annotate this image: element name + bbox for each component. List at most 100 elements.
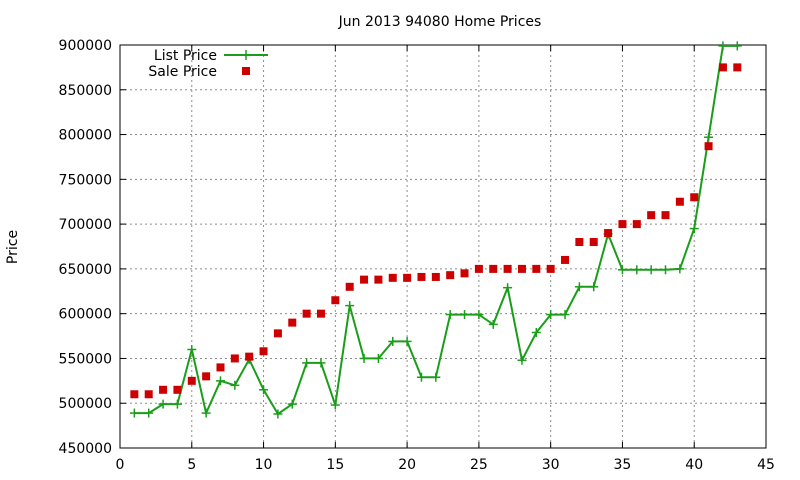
y-tick-label: 450000 bbox=[59, 441, 112, 457]
list-price-point bbox=[158, 399, 168, 409]
sale-price-point bbox=[661, 211, 670, 220]
list-price-point bbox=[187, 344, 197, 354]
list-price-point bbox=[675, 264, 685, 274]
list-price-point bbox=[431, 372, 441, 382]
x-tick-label: 20 bbox=[398, 457, 416, 473]
list-price-point bbox=[129, 408, 139, 418]
list-price-point bbox=[661, 265, 671, 275]
legend: List Price Sale Price bbox=[148, 48, 268, 80]
sale-price-point bbox=[561, 255, 570, 264]
x-tick-label: 25 bbox=[470, 457, 488, 473]
sale-price-point bbox=[618, 220, 627, 229]
list-price-point bbox=[273, 409, 283, 419]
y-tick-label: 800000 bbox=[59, 128, 112, 144]
sale-price-point bbox=[503, 264, 512, 273]
sale-price-point bbox=[460, 269, 469, 278]
chart-title: Jun 2013 94080 Home Prices bbox=[338, 14, 542, 30]
list-price-point bbox=[646, 265, 656, 275]
sale-price-point bbox=[388, 273, 397, 282]
y-tick-label: 500000 bbox=[59, 396, 112, 412]
y-tick-label: 900000 bbox=[59, 38, 112, 54]
list-price-point bbox=[316, 358, 326, 368]
sale-price-point bbox=[288, 318, 297, 327]
sale-price-point bbox=[489, 264, 498, 273]
sale-price-point bbox=[144, 390, 153, 399]
x-tick-label: 45 bbox=[757, 457, 775, 473]
list-price-point bbox=[460, 310, 470, 320]
x-tick-label: 5 bbox=[187, 457, 196, 473]
list-price-point bbox=[617, 265, 627, 275]
sale-price-point bbox=[230, 354, 239, 363]
sale-price-point bbox=[374, 275, 383, 284]
x-tick-label: 0 bbox=[116, 457, 125, 473]
sale-price-point bbox=[302, 309, 311, 318]
list-price-point bbox=[330, 400, 340, 410]
list-price-point bbox=[230, 380, 240, 390]
sale-price-point bbox=[417, 272, 426, 281]
list-price-point bbox=[259, 385, 269, 395]
sale-price-point bbox=[360, 275, 369, 284]
sale-price-point bbox=[589, 238, 598, 247]
sale-price-point bbox=[647, 211, 656, 220]
list-price-point bbox=[531, 327, 541, 337]
list-price-point bbox=[732, 41, 742, 51]
list-price-point bbox=[345, 301, 355, 311]
list-price-point bbox=[388, 336, 398, 346]
sale-price-point bbox=[546, 264, 555, 273]
y-tick-label: 550000 bbox=[59, 351, 112, 367]
plot-frame bbox=[119, 44, 767, 449]
x-tick-label: 35 bbox=[614, 457, 632, 473]
sale-price-point bbox=[130, 390, 139, 399]
series-layer bbox=[129, 41, 742, 419]
x-tick-label: 40 bbox=[685, 457, 703, 473]
legend-label-sale-price: Sale Price bbox=[148, 64, 217, 80]
sale-price-point bbox=[159, 385, 168, 394]
y-axis-label: Price bbox=[5, 230, 21, 264]
sale-price-point bbox=[316, 309, 325, 318]
sale-price-point bbox=[532, 264, 541, 273]
sale-price-point bbox=[733, 63, 742, 72]
sale-price-point bbox=[632, 220, 641, 229]
sale-price-point bbox=[245, 352, 254, 361]
list-price-point bbox=[689, 224, 699, 234]
list-price-point bbox=[704, 132, 714, 142]
list-price-point bbox=[632, 265, 642, 275]
sale-price-point bbox=[446, 271, 455, 280]
sale-price-point bbox=[187, 376, 196, 385]
sale-price-point bbox=[517, 264, 526, 273]
list-price-point bbox=[373, 353, 383, 363]
x-tick-label: 10 bbox=[255, 457, 273, 473]
list-price-point bbox=[589, 282, 599, 292]
list-price-point bbox=[201, 408, 211, 418]
list-price-point bbox=[503, 283, 513, 293]
sale-price-point bbox=[345, 282, 354, 291]
sale-price-point bbox=[431, 272, 440, 281]
sale-price-point bbox=[690, 193, 699, 202]
list-price-point bbox=[402, 336, 412, 346]
sale-price-point bbox=[273, 329, 282, 338]
sale-price-point bbox=[604, 229, 613, 238]
list-price-point bbox=[560, 310, 570, 320]
sale-price-point bbox=[173, 385, 182, 394]
sale-price-point bbox=[216, 363, 225, 372]
sale-price-point bbox=[675, 197, 684, 206]
list-price-point bbox=[144, 408, 154, 418]
list-price-point bbox=[287, 399, 297, 409]
sale-price-point bbox=[202, 372, 211, 381]
sale-price-point bbox=[704, 142, 713, 151]
sale-price-point bbox=[718, 63, 727, 72]
sale-price-point bbox=[331, 296, 340, 305]
legend-marker-list-price bbox=[241, 50, 251, 60]
list-price-point bbox=[474, 310, 484, 320]
axis-ticks: 450000 500000 550000 600000 650000 700000 7500… bbox=[59, 38, 775, 473]
list-price-point bbox=[718, 41, 728, 51]
y-tick-label: 600000 bbox=[59, 307, 112, 323]
sale-price-point bbox=[474, 264, 483, 273]
list-price-point bbox=[445, 310, 455, 320]
list-price-point bbox=[517, 355, 527, 365]
list-price-point bbox=[488, 319, 498, 329]
x-tick-label: 15 bbox=[326, 457, 344, 473]
legend-label-list-price: List Price bbox=[154, 48, 217, 64]
y-tick-label: 850000 bbox=[59, 83, 112, 99]
